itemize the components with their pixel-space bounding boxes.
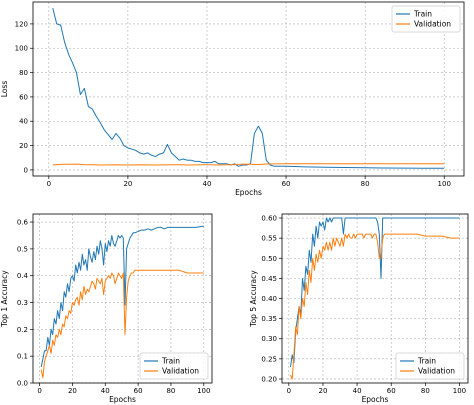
x-tick-label: 80 xyxy=(166,387,175,395)
x-tick-label: 0 xyxy=(287,387,291,395)
loss-chart: 0 20 40 60 80 100 0 20 40 60 80 100 120 Epochs Loss Tra… xyxy=(0,1,465,197)
x-tick-label: 80 xyxy=(361,180,370,188)
x-tick-label: 80 xyxy=(421,387,430,395)
y-tick-label: 0.0 xyxy=(17,380,28,388)
plot-frame xyxy=(32,213,213,384)
x-tick-label: 0 xyxy=(47,180,51,188)
series-line-validation xyxy=(290,233,460,380)
y-tick-label: 0.60 xyxy=(261,215,277,223)
x-axis-label: Epochs xyxy=(109,395,136,404)
top5-accuracy-chart: 0 20 40 60 80 100 0.20 0.25 0.30 0.35 0.40 0.45 0.50… xyxy=(249,213,469,404)
y-tick-label: 0.2 xyxy=(17,326,28,334)
y-tick-label: 0.1 xyxy=(17,353,28,361)
y-axis-label: Loss xyxy=(0,81,9,98)
x-axis-label: Epochs xyxy=(362,395,389,404)
x-tick-label: 40 xyxy=(101,387,110,395)
x-tick-label: 0 xyxy=(37,387,41,395)
y-tick-label: 0 xyxy=(24,166,28,174)
y-tick-label: 20 xyxy=(19,142,28,150)
legend-box xyxy=(139,352,209,380)
legend-label-validation: Validation xyxy=(418,367,455,376)
y-tick-label: 0.4 xyxy=(17,272,29,280)
y-tick-label: 0.50 xyxy=(261,255,277,263)
y-tick-label: 80 xyxy=(19,69,28,77)
y-tick-label: 0.3 xyxy=(17,299,28,307)
y-tick-label: 0.20 xyxy=(261,375,277,383)
y-tick-label: 120 xyxy=(15,20,28,28)
y-axis-label: Top 5 Accuracy xyxy=(249,270,258,328)
y-tick-label: 0.35 xyxy=(261,315,277,323)
y-tick-label: 0.5 xyxy=(17,245,28,253)
x-tick-label: 100 xyxy=(438,180,451,188)
y-tick-label: 0.55 xyxy=(261,235,277,243)
legend-box xyxy=(391,5,461,33)
y-axis-label: Top 1 Accuracy xyxy=(0,270,9,328)
y-tick-label: 0.6 xyxy=(17,219,29,227)
x-tick-label: 40 xyxy=(203,180,212,188)
y-tick-label: 60 xyxy=(19,93,28,101)
y-tick-label: 0.45 xyxy=(261,275,277,283)
legend-box xyxy=(395,352,465,380)
series-line-train xyxy=(290,217,460,367)
x-tick-label: 60 xyxy=(134,387,143,395)
x-tick-label: 100 xyxy=(197,387,210,395)
legend-label-train: Train xyxy=(161,357,180,366)
legend-label-validation: Validation xyxy=(414,20,451,29)
x-tick-label: 40 xyxy=(353,387,362,395)
x-tick-label: 20 xyxy=(318,387,327,395)
y-tick-label: 0.40 xyxy=(261,295,277,303)
series-line-validation xyxy=(40,269,204,379)
series-line-train xyxy=(40,225,204,368)
legend-label-validation: Validation xyxy=(162,367,199,376)
plot-frame xyxy=(281,213,469,384)
x-tick-label: 20 xyxy=(123,180,132,188)
y-tick-label: 0.30 xyxy=(261,335,277,343)
plot-frame xyxy=(32,1,465,177)
x-tick-label: 60 xyxy=(282,180,291,188)
top1-accuracy-chart: 0 20 40 60 80 100 0.0 0.1 0.2 0.3 0.4 0.5 0.6 Epochs T… xyxy=(0,213,213,404)
y-tick-label: 100 xyxy=(15,45,28,53)
x-tick-label: 20 xyxy=(68,387,77,395)
x-tick-label: 60 xyxy=(387,387,396,395)
y-tick-label: 0.25 xyxy=(261,355,277,363)
series-line-train xyxy=(52,7,445,169)
x-tick-label: 100 xyxy=(453,387,466,395)
legend-label-train: Train xyxy=(417,357,436,366)
legend-label-train: Train xyxy=(413,10,432,19)
y-tick-label: 40 xyxy=(19,118,28,126)
x-axis-label: Epochs xyxy=(235,188,262,197)
series-line-validation xyxy=(52,163,445,166)
